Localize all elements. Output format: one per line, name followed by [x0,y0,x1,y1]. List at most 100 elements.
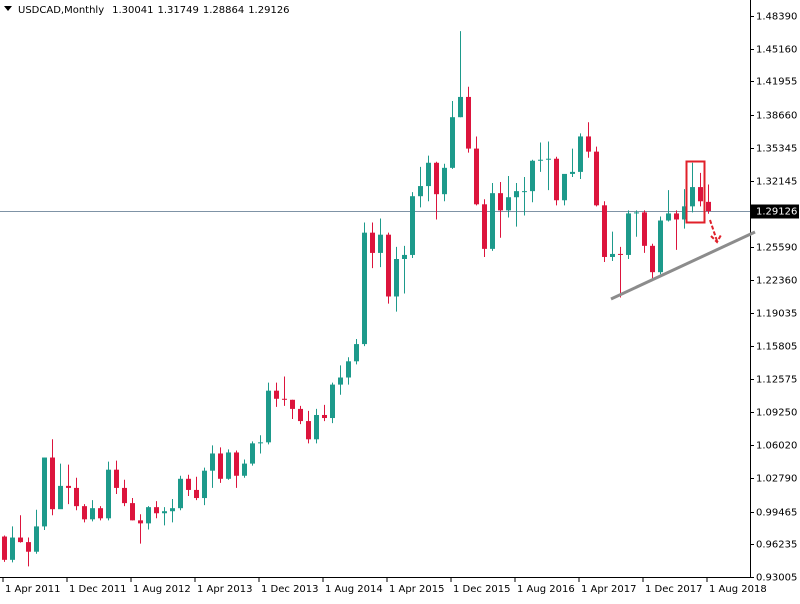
y-tick-label: 1.38660 [756,111,797,122]
candle-body [90,508,95,520]
y-tick-label: 1.12575 [756,375,797,386]
candle-body [122,487,127,504]
candle-body [634,212,639,214]
candle-body [234,452,239,476]
candle-body [466,96,471,149]
y-tick-label: 1.25590 [756,243,797,254]
x-tick-label: 1 Dec 2017 [645,584,703,595]
candle-body [650,245,655,273]
highlight-box [685,160,706,224]
candle-body [66,485,71,488]
price-label: 1.29126 [756,207,797,218]
candle-body [682,206,687,220]
arrow [709,219,722,244]
candle-body [506,197,511,211]
candle-body [690,187,695,207]
candle-body [82,506,87,520]
candle-body [642,212,647,246]
y-tick-label: 1.09250 [756,408,797,419]
candle-body [98,508,103,519]
candle-body [538,159,543,161]
candle-body [322,414,327,419]
y-tick-label: 1.22360 [756,276,797,287]
x-tick-label: 1 Apr 2011 [5,584,60,595]
candle-body [554,158,559,201]
y-tick-label: 0.99465 [756,508,797,519]
candle-body [266,390,271,443]
candle-body [354,344,359,362]
candle-body [282,398,287,400]
candle-body [114,469,119,488]
candle-body [306,421,311,440]
y-tick-label: 1.19035 [756,309,797,320]
candle-body [194,489,199,499]
candle-body [386,234,391,297]
candle-body [178,478,183,509]
candle-body [490,193,495,249]
candle-body [26,542,31,552]
candle-body [674,213,679,220]
candle-body [74,487,79,507]
candle-body [138,520,143,524]
candle-body [410,196,415,255]
candle-body [370,232,375,253]
candle-body [10,537,15,560]
y-tick-label: 1.45160 [756,45,797,56]
candle-body [58,485,63,510]
ohlc: 1.28864 [203,5,244,16]
ohlc: 1.31749 [157,5,198,16]
x-tick-label: 1 Dec 2013 [261,584,319,595]
x-tick-label: 1 Apr 2015 [389,584,444,595]
x-tick-label: 1 Apr 2013 [197,584,252,595]
candle-body [338,377,343,385]
candle-body [418,186,423,197]
candle-body [162,511,167,514]
y-tick-label: 1.35345 [756,144,797,155]
y-tick-label: 1.06020 [756,441,797,452]
candle-body [514,191,519,198]
plot: 1.48390 1.45160 1.41955 1.38660 1.35345 1.321… [0,12,799,595]
y-tick-label: 1.02790 [756,474,797,485]
candle-body [394,258,399,297]
candle-body [130,503,135,521]
candle-body [2,536,7,560]
candle-body [402,254,407,259]
candle-body [210,453,215,471]
x-tick-label: 1 Apr 2017 [581,584,636,595]
candle-body [250,443,255,464]
y-tick-label: 1.48390 [756,12,797,23]
candle-body [626,213,631,255]
y-tick-label: 1.41955 [756,77,797,88]
candle-body [426,162,431,187]
candle-body [442,167,447,195]
candle-body [18,537,23,543]
candle-body [530,160,535,192]
candle-body [146,507,151,524]
x-tick-label: 1 Aug 2016 [517,584,575,595]
candle-body [666,213,671,221]
candle-body [434,162,439,195]
trendline [610,230,756,301]
candle-body [610,253,615,257]
candle-body [578,136,583,172]
x-tick-label: 1 Dec 2011 [69,584,127,595]
menu-icon[interactable] [4,6,12,11]
price-label-box [751,204,799,219]
candle-body [274,390,279,399]
candle-body [218,453,223,479]
candle-body [378,234,383,253]
candle-body [226,452,231,479]
x-tick-label: 1 Dec 2015 [453,584,511,595]
candle-body [586,136,591,152]
candle-body [50,457,55,510]
candle-body [474,148,479,205]
symbol: USDCAD,Monthly [18,5,104,16]
candle-body [570,171,575,174]
candle-body [450,117,455,168]
candle-body [458,96,463,118]
candle-body [34,526,39,552]
candle-body [186,478,191,490]
